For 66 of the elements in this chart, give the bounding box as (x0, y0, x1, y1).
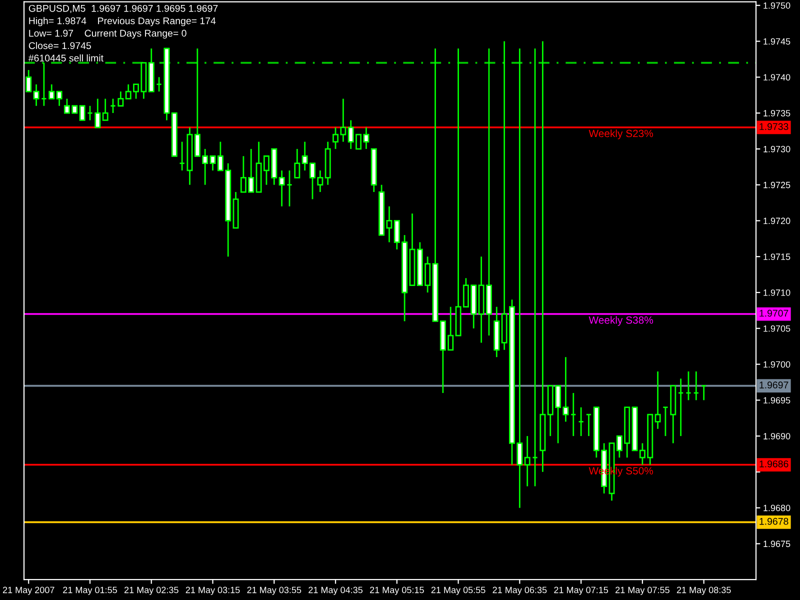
annotation: Low= 1.97 Current Days Range= 0 (29, 30, 186, 39)
candlestick (156, 76, 162, 92)
candlestick (33, 84, 40, 107)
candlestick (693, 370, 700, 401)
annotation: High= 1.9874 Previous Days Range= 174 (29, 17, 216, 26)
y-tick-label: 1.9710 (764, 289, 790, 296)
candlestick (524, 435, 530, 487)
annotation: Weekly S38% (588, 316, 654, 326)
y-tick-label: 1.9750 (764, 2, 790, 9)
candlestick (700, 385, 707, 401)
x-tick-label: 21 May 05:15 (370, 586, 424, 595)
annotation: Close= 1.9745 (28, 42, 91, 50)
y-tick-label: 1.9730 (764, 146, 790, 152)
x-tick-label: 21 May 02:35 (124, 586, 178, 595)
y-tick-label: 1.9735 (764, 110, 790, 116)
x-tick-label: 21 May 07:55 (616, 586, 670, 595)
candlestick (578, 406, 584, 437)
x-tick-label: 21 May 06:35 (492, 586, 547, 595)
y-tick-label: 1.9740 (764, 74, 790, 81)
candlestick (294, 148, 300, 178)
candlestick (86, 105, 93, 121)
x-tick-label: 21 May 01:55 (63, 586, 117, 595)
candlestick (94, 98, 101, 128)
ref-line-label: 1.9678 (760, 518, 788, 525)
y-tick-label: 1.9675 (764, 540, 790, 548)
candlestick (102, 98, 108, 121)
chart-title: GBPUSD,M5 1.9697 1.9697 1.9695 1.9697 (28, 4, 218, 13)
candlestick (286, 170, 292, 208)
annotation: Weekly S23% (588, 129, 654, 140)
candlestick (540, 40, 546, 473)
candlestick (179, 141, 186, 172)
candlestick (654, 370, 661, 430)
x-tick-label: 21 May 03:15 (186, 586, 240, 595)
y-tick-label: 1.9715 (764, 254, 790, 260)
y-tick-label: 1.9700 (764, 361, 790, 368)
y-tick-label: 1.9705 (764, 325, 790, 332)
candlestick (79, 105, 86, 121)
candlestick (48, 84, 55, 100)
candlestick (586, 414, 592, 437)
x-tick-label: 21 May 07:15 (554, 586, 608, 595)
candlestick (662, 406, 668, 437)
y-tick-label: 1.9680 (764, 504, 790, 512)
candlestick (678, 378, 684, 437)
y-tick-label: 1.9720 (764, 218, 790, 224)
y-tick-label: 1.9690 (764, 433, 790, 440)
x-tick-label: 21 May 05:55 (431, 586, 486, 595)
ref-line-label: 1.9686 (760, 460, 788, 468)
ref-line-label: 1.9697 (760, 382, 788, 388)
annotation: #610445 sell limit (28, 54, 104, 62)
candlestick (278, 170, 285, 208)
y-tick-label: 1.9745 (764, 38, 790, 45)
candlestick (56, 90, 62, 107)
x-tick-label: 21 May 04:35 (308, 586, 362, 595)
candlestick (110, 98, 116, 114)
x-tick-label: 21 May 03:55 (247, 586, 302, 595)
candlestick (40, 62, 47, 107)
ref-line-label: 1.9707 (760, 310, 788, 317)
candlestick (570, 392, 576, 437)
candlestick (118, 90, 124, 107)
x-tick-label: 21 May 08:35 (676, 586, 731, 595)
ref-line-label: 1.9733 (760, 123, 788, 130)
x-tick-label: 21 May 2007 (2, 586, 54, 595)
y-tick-label: 1.9695 (764, 397, 790, 404)
candlestick (532, 48, 538, 487)
candlestick (685, 370, 692, 401)
y-tick-label: 1.9725 (764, 182, 790, 188)
